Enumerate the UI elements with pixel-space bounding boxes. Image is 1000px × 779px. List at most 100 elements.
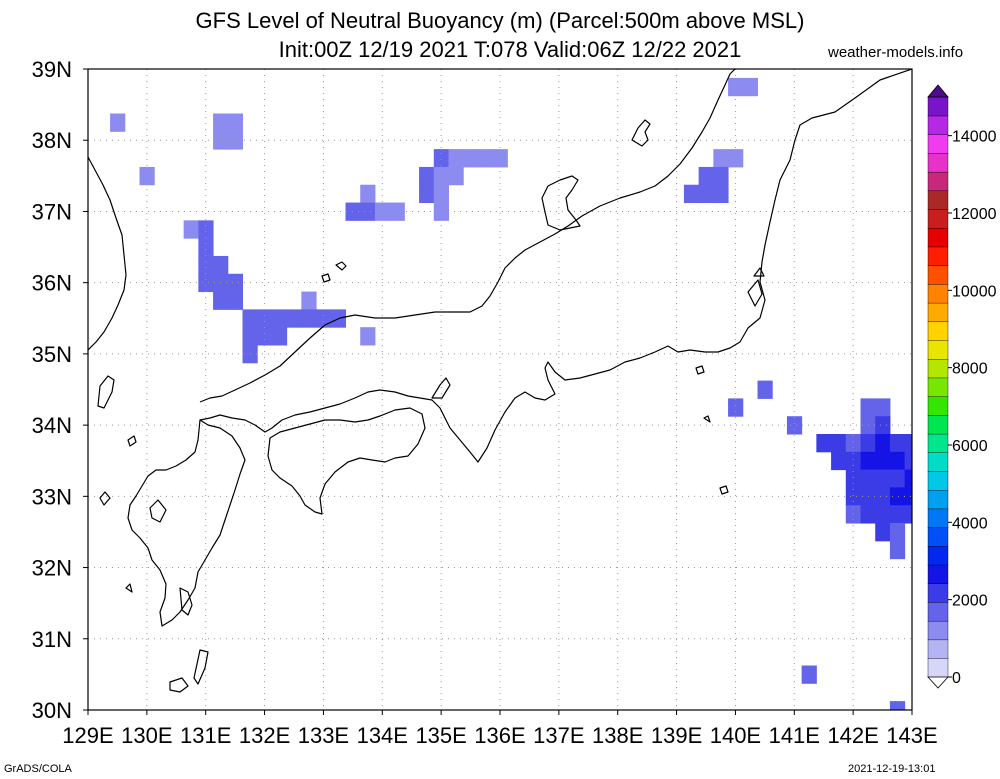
map-title: GFS Level of Neutral Buoyancy (m) (Parce… — [195, 8, 805, 33]
colorbar-swatch — [927, 246, 949, 266]
lnb-cell — [875, 523, 891, 542]
x-tick-label: 136E — [474, 723, 525, 748]
lnb-cell — [227, 291, 243, 310]
lnb-cell — [257, 327, 273, 346]
lnb-cell — [757, 380, 773, 399]
lnb-cell — [831, 434, 847, 453]
coastline-awaji — [431, 377, 451, 399]
y-tick-label: 33N — [32, 484, 72, 509]
colorbar-swatch — [927, 190, 949, 210]
lnb-cell — [713, 149, 729, 168]
lnb-cell — [301, 291, 317, 310]
lnb-cell — [227, 113, 243, 132]
lnb-cell — [492, 149, 508, 168]
lnb-cells-layer — [110, 77, 912, 710]
lnb-cell — [345, 202, 361, 221]
lnb-cell — [271, 327, 288, 346]
y-tick-label: 36N — [32, 271, 72, 296]
lnb-cell — [360, 184, 376, 204]
colorbar-swatch — [927, 583, 949, 603]
x-tick-label: 143E — [886, 723, 937, 748]
lnb-cell — [875, 434, 891, 453]
map-axes: 129E 130E 131E 132E 133E 134E 135E 136E 137E 138E… — [32, 57, 938, 748]
lnb-cell — [183, 220, 199, 239]
lnb-cell — [742, 77, 758, 97]
colorbar-swatch — [927, 489, 949, 510]
lnb-cell — [713, 184, 729, 204]
lnb-cell — [433, 166, 449, 186]
lnb-cell — [889, 434, 906, 453]
colorbar-swatch — [927, 601, 949, 622]
colorbar-swatch — [927, 283, 949, 304]
x-tick-label: 135E — [415, 723, 466, 748]
x-tick-label: 139E — [651, 723, 702, 748]
colorbar-label: 4000 — [952, 515, 988, 532]
lnb-cell — [860, 505, 876, 524]
lnb-cell — [242, 309, 258, 328]
y-tick-label: 37N — [32, 199, 72, 224]
coastline-honshu — [199, 69, 912, 463]
coastline-osumi-tanegashima — [193, 649, 209, 685]
coastline-izu-oshima — [695, 365, 705, 375]
lnb-cell — [463, 149, 479, 168]
colorbar-swatch — [927, 527, 949, 547]
lnb-cell — [801, 665, 817, 684]
lnb-cell — [845, 434, 861, 453]
colorbar-label: 14000 — [952, 129, 997, 146]
colorbar-label: 8000 — [952, 361, 988, 378]
lnb-cell — [875, 487, 891, 506]
colorbar-label: 2000 — [952, 593, 988, 610]
lnb-cell — [227, 131, 243, 150]
lnb-cell — [889, 451, 906, 471]
lnb-cell — [213, 291, 229, 310]
colorbar-swatch — [927, 227, 949, 248]
lnb-cell — [683, 184, 700, 204]
coastline-goto — [99, 491, 111, 506]
colorbar-label: 10000 — [952, 283, 997, 300]
colorbar-swatch — [927, 639, 949, 659]
colorbar-swatch — [927, 152, 949, 173]
credit-text: weather-models.info — [828, 44, 964, 61]
colorbar-swatch — [927, 321, 949, 341]
lnb-cell — [845, 487, 861, 506]
y-tick-label: 32N — [32, 556, 72, 581]
lnb-cell — [198, 273, 214, 293]
lnb-cell — [213, 255, 229, 275]
coastline-iki — [127, 435, 137, 447]
colorbar-swatch — [927, 564, 949, 584]
lnb-cell — [904, 434, 912, 453]
lnb-cell — [904, 469, 912, 488]
colorbar: 0 2000 4000 6000 8000 10000 12000 14000 — [927, 84, 997, 689]
lnb-cell — [728, 398, 744, 417]
colorbar-swatch — [927, 115, 949, 135]
colorbar-min-triangle — [927, 676, 949, 689]
colorbar-swatch — [927, 134, 949, 154]
colorbar-swatch — [927, 508, 949, 528]
map-subtitle: Init:00Z 12/19 2021 T:078 Valid:06Z 12/2… — [278, 37, 742, 62]
x-tick-label: 133E — [298, 723, 349, 748]
lnb-cell — [271, 309, 288, 328]
footer-left: GrADS/COLA — [4, 763, 72, 775]
colorbar-swatch — [927, 620, 949, 641]
coastline-honshu-north — [199, 69, 736, 403]
lnb-cell — [860, 469, 876, 488]
lnb-cell — [419, 166, 435, 186]
y-tick-label: 30N — [32, 698, 72, 723]
x-tick-label: 137E — [533, 723, 584, 748]
lnb-cell — [860, 451, 876, 471]
lnb-cell — [433, 202, 449, 221]
x-tick-label: 131E — [180, 723, 231, 748]
lnb-cell — [875, 505, 891, 524]
colorbar-swatch — [927, 340, 949, 360]
lnb-cell — [198, 255, 214, 275]
colorbar-swatch — [927, 302, 949, 323]
lnb-cell — [889, 487, 906, 506]
colorbar-swatch — [927, 545, 949, 566]
coastline-yakushima — [169, 677, 189, 693]
lnb-cell — [139, 166, 155, 186]
lnb-cell — [698, 184, 714, 204]
lnb-cell — [889, 701, 906, 710]
lnb-cell — [889, 469, 906, 488]
x-tick-label: 141E — [769, 723, 820, 748]
coastline-oki2 — [321, 273, 331, 283]
